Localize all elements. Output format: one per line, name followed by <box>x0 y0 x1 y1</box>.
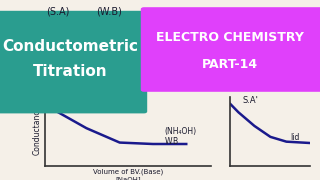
Text: S.A': S.A' <box>243 96 258 105</box>
Text: Titration: Titration <box>33 64 108 80</box>
Text: ELECTRO CHEMISTRY: ELECTRO CHEMISTRY <box>156 31 304 44</box>
Text: Conductometric: Conductometric <box>3 39 139 54</box>
Text: (W.B): (W.B) <box>96 6 122 16</box>
Text: lid: lid <box>291 133 300 142</box>
Text: (NH₄OH)
W.B: (NH₄OH) W.B <box>164 127 197 146</box>
X-axis label: Volume of BV.(Base)
[NaOH]: Volume of BV.(Base) [NaOH] <box>93 168 163 180</box>
Y-axis label: Conductance: Conductance <box>33 105 42 155</box>
Text: PART-14: PART-14 <box>202 58 259 71</box>
Text: (S.A): (S.A) <box>46 6 69 16</box>
